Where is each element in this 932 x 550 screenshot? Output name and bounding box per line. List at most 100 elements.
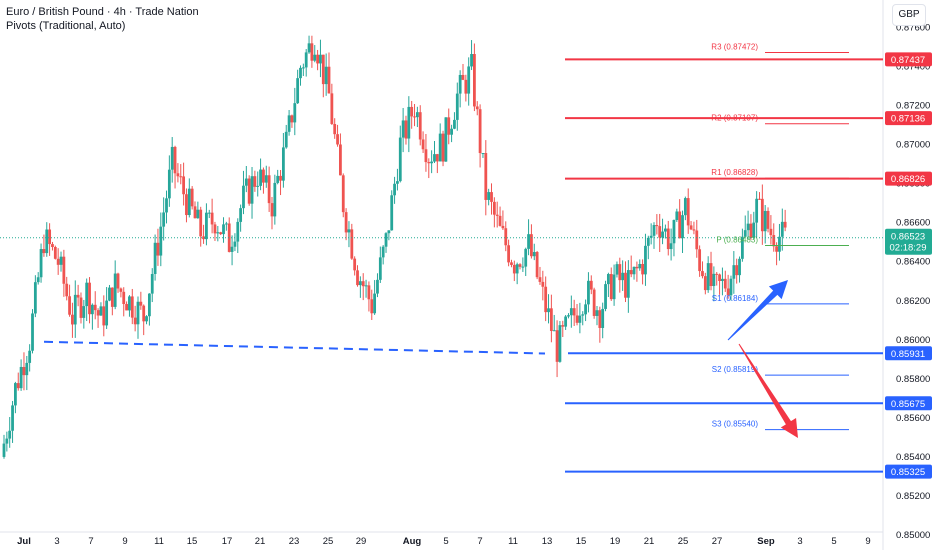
candle-body [589,280,593,290]
candle-body [558,325,562,362]
candle-body [299,67,302,79]
candle-body [604,284,607,309]
candle-body [42,249,46,254]
candle-body [250,176,254,204]
candle-body [2,443,6,457]
candle-body [723,278,727,289]
candle-body [304,52,308,68]
support-price-label: 0.85675 [891,399,925,410]
candle-body [90,304,94,315]
candle-body [490,192,493,202]
candle-body [384,233,388,247]
bullish-arrow [727,280,788,341]
candle-body [433,154,436,162]
x-tick-label: 3 [54,536,59,547]
candle-body [487,192,491,200]
indicator-label[interactable]: Pivots (Traditional, Auto) [6,20,126,32]
support-price-tag [885,346,932,361]
candle-body [763,210,767,232]
candle-body [122,291,126,305]
candle-body [581,314,585,316]
candle-body [766,210,770,229]
candle-body [76,294,80,298]
candle-body [290,115,294,123]
candle-body [224,223,228,225]
x-tick-label: 11 [508,536,518,547]
candle-body [752,222,756,238]
candle-body [296,78,300,104]
candle-body [464,79,468,94]
candle-body [430,161,434,164]
candle-body [407,106,411,139]
candle-body [319,54,322,64]
bar-countdown: 02:18:29 [890,243,927,254]
x-tick-label: 27 [712,536,723,547]
candle-body [170,146,174,170]
candle-body [73,294,77,325]
candle-body [441,133,445,162]
candle-body [470,54,473,67]
candle-body [587,280,590,305]
resistance-price-tag [885,52,932,67]
candle-body [695,230,699,250]
candle-body [703,276,707,291]
candle-body [683,198,687,216]
candle-body [518,264,522,267]
candle-body [187,188,191,216]
candle-body [207,212,211,214]
y-tick-label: 0.87400 [896,62,930,73]
candle-body [689,225,693,230]
candle-body [709,263,713,287]
candle-body [760,198,764,232]
symbol-title[interactable]: Euro / British Pound · 4h · Trade Nation [6,6,199,18]
candle-body [376,279,379,294]
resistance-price-label: 0.86826 [891,174,925,185]
candle-body [378,257,382,280]
candle-body [367,285,371,300]
candle-body [82,306,86,318]
x-tick-label: Aug [403,536,422,547]
candle-body [769,228,773,236]
candle-body [259,169,262,186]
candle-body [239,208,243,222]
candle-body [535,252,539,278]
candle-body [404,120,408,139]
candle-body [718,274,721,282]
candle-body [561,325,565,327]
candle-body [14,383,17,406]
candle-body [205,212,208,240]
support-trendline[interactable] [43,340,546,355]
x-tick-label: 15 [187,536,198,547]
candle-body [65,283,69,297]
candle-body [510,262,513,265]
candle-body [527,234,530,249]
currency-button[interactable]: GBP [892,4,926,26]
candle-body [19,366,23,389]
candle-body [435,154,439,162]
candle-body [330,93,334,124]
candle-body [25,362,29,376]
candle-body [624,272,627,298]
candle-body [507,245,511,263]
candle-body [666,228,670,250]
candle-body [341,175,345,213]
candle-body [219,232,223,235]
candle-body [455,93,459,120]
x-tick-label: 13 [542,536,553,547]
candle-body [635,266,639,269]
candle-body [661,231,664,238]
x-tick-label: 21 [644,536,655,547]
candle-body [498,215,502,226]
candle-body [59,256,63,265]
candle-body [664,228,667,232]
candle-body [145,316,148,322]
candle-body [398,137,402,182]
x-tick-label: 7 [477,536,482,547]
candle-body [678,211,682,239]
candle-body [213,224,217,234]
candle-body [347,229,351,233]
x-tick-label: 3 [797,536,802,547]
pivot-label-s2: S2 (0.85819) [712,365,759,374]
candle-body [715,273,719,275]
